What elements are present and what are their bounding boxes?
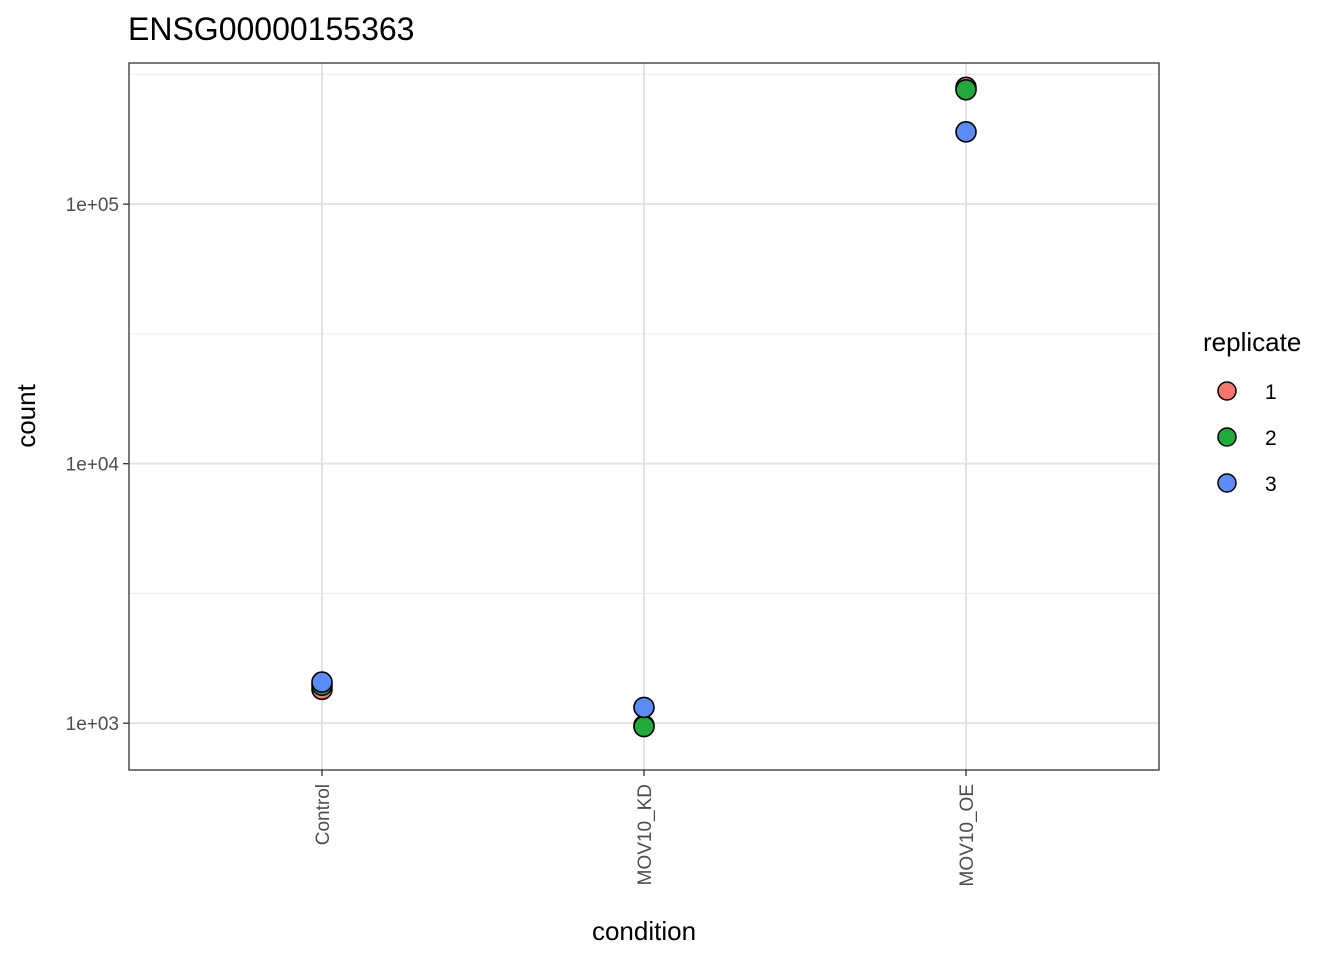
x-tick-label: MOV10_KD xyxy=(635,784,656,885)
legend-key xyxy=(1217,427,1237,447)
y-axis-title: count xyxy=(11,383,41,447)
legend-title: replicate xyxy=(1203,327,1301,357)
data-point xyxy=(633,696,655,719)
legend: replicate 1 2 3 xyxy=(1203,327,1301,496)
legend-label: 2 xyxy=(1265,427,1277,450)
data-point xyxy=(633,715,655,738)
legend-key xyxy=(1217,473,1237,493)
data-point xyxy=(311,671,333,693)
chart-title: ENSG00000155363 xyxy=(128,11,414,47)
data-point xyxy=(955,78,977,101)
data-point xyxy=(955,121,977,143)
x-axis: Control MOV10_KD MOV10_OE xyxy=(313,770,978,886)
y-tick-label: 1e+03 xyxy=(66,714,119,735)
x-tick-label: MOV10_OE xyxy=(957,784,978,886)
x-tick-label: Control xyxy=(313,784,334,845)
legend-key xyxy=(1217,381,1237,401)
x-axis-title: condition xyxy=(592,916,696,946)
grid-lines xyxy=(129,63,1159,770)
y-tick-label: 1e+04 xyxy=(66,455,120,476)
legend-label: 3 xyxy=(1265,473,1277,496)
legend-label: 1 xyxy=(1265,381,1277,404)
y-tick-label: 1e+05 xyxy=(66,195,119,216)
data-points xyxy=(311,76,977,738)
y-axis: 1e+03 1e+04 1e+05 xyxy=(66,195,129,735)
